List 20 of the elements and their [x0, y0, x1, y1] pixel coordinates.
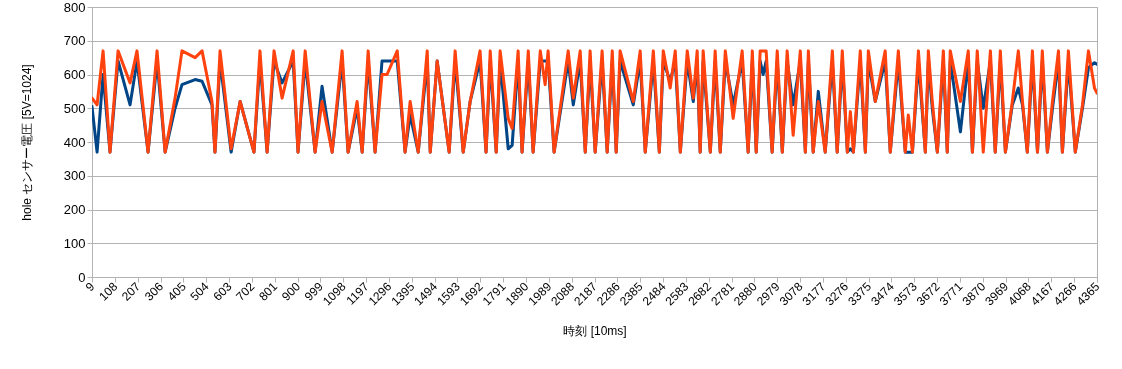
y-tick-label: 700 — [63, 33, 86, 49]
y-tick-label: 800 — [63, 0, 86, 15]
x-tick-label: 108 — [96, 279, 121, 304]
y-tick-label: 100 — [63, 235, 86, 251]
x-axis-title: 時刻 [10ms] — [563, 323, 627, 338]
x-tick-label: 702 — [233, 279, 258, 304]
y-axis-title: hole センサー電圧 [5V=1024] — [19, 64, 34, 221]
x-tick-label: 504 — [187, 279, 212, 304]
x-tick-label: 207 — [119, 279, 144, 304]
y-tick-label: 600 — [63, 67, 86, 82]
x-tick-label: 603 — [210, 279, 235, 304]
x-tick-label: 801 — [256, 279, 281, 304]
y-tick-label: 500 — [63, 100, 86, 116]
x-tick-label: 900 — [278, 279, 304, 304]
y-tick-label: 400 — [63, 134, 86, 150]
y-tick-label: 0 — [78, 269, 86, 285]
y-tick-label: 300 — [63, 168, 86, 184]
y-tick-label: 200 — [63, 202, 86, 217]
x-tick-label: 306 — [141, 279, 167, 304]
x-tick-label: 405 — [164, 279, 190, 304]
